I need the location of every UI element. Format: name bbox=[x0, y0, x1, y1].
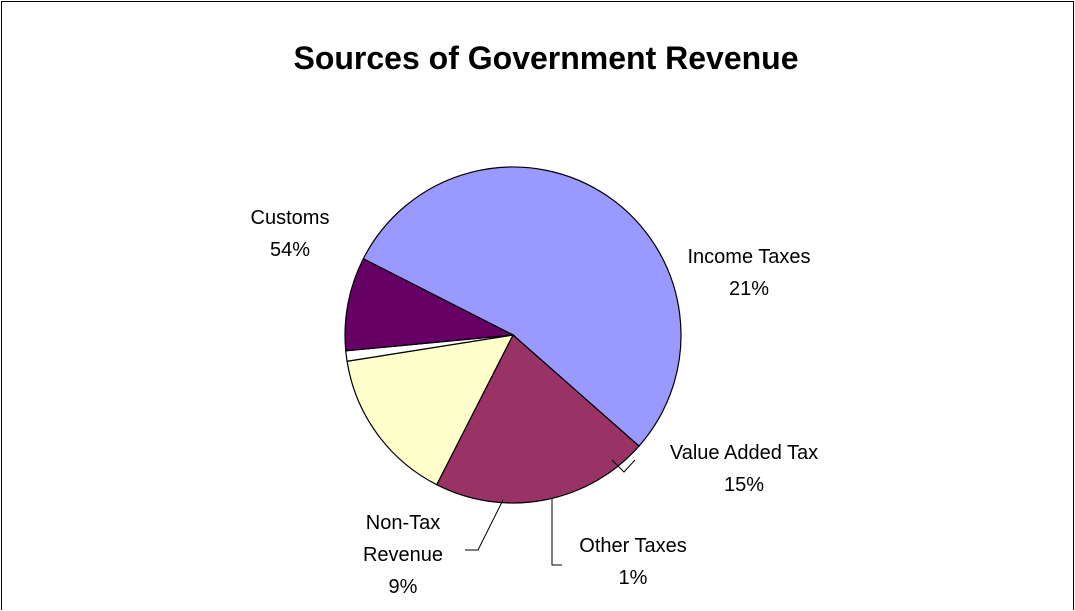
pie-slices bbox=[344, 166, 682, 504]
slice-label-value-added-tax: Value Added Tax 15% bbox=[670, 442, 818, 496]
leader-lines bbox=[465, 459, 636, 566]
slice-labels: Customs 54% Income Taxes 21% Value Added Tax… bbox=[251, 207, 819, 598]
pie-slice-income-taxes bbox=[435, 334, 640, 504]
slice-label-other-taxes: Other Taxes 1% bbox=[579, 535, 686, 589]
leader-line-other-taxes bbox=[551, 498, 562, 566]
slice-label-customs: Customs 54% bbox=[251, 207, 330, 261]
slice-label-income-taxes: Income Taxes 21% bbox=[687, 246, 810, 300]
pie-slice-customs bbox=[362, 166, 682, 447]
leader-line-non-tax-revenue bbox=[465, 499, 504, 551]
pie-slice-value-added-tax bbox=[346, 334, 515, 486]
leader-line-value-added-tax bbox=[611, 459, 636, 473]
slice-label-non-tax-revenue: Non-Tax Revenue 9% bbox=[363, 512, 443, 598]
chart-title: Sources of Government Revenue bbox=[293, 40, 798, 76]
pie-slice-non-tax-revenue bbox=[344, 257, 516, 352]
